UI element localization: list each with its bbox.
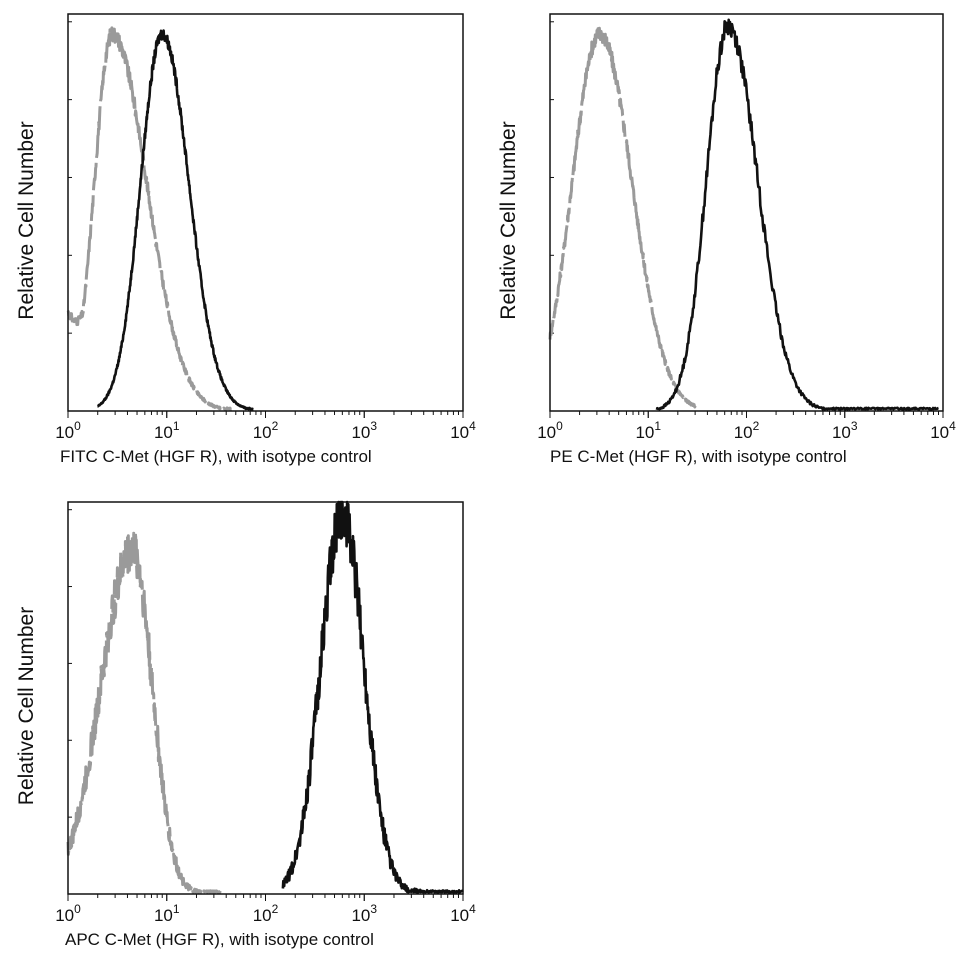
plot-frame (67, 501, 464, 895)
isotype-control-curve (548, 26, 697, 409)
x-axis-label: FITC C-Met (HGF R), with isotype control (60, 447, 372, 466)
x-tick-label: 100 (55, 902, 81, 925)
x-tick-label: 103 (832, 419, 858, 442)
x-tick-label: 101 (154, 419, 180, 442)
x-tick-label: 102 (734, 419, 760, 442)
c-met-stained-curve (96, 29, 255, 411)
x-tick-label: 101 (154, 902, 180, 925)
c-met-stained-curve (281, 500, 464, 894)
isotype-control-curve (66, 530, 222, 894)
x-tick-label: 100 (537, 419, 563, 442)
c-met-stained-curve (655, 18, 940, 411)
x-axis-label: PE C-Met (HGF R), with isotype control (550, 447, 847, 466)
y-axis-label: Relative Cell Number (497, 121, 520, 319)
plot-frame (549, 13, 944, 412)
x-tick-label: 102 (253, 419, 279, 442)
histogram-chart: 100 101 102 103 104 FITC C-Met (HGF R), with … (15, 13, 476, 466)
histogram-panel-pe: 100 101 102 103 104 PE C-Met (HGF R), with is… (480, 0, 960, 480)
x-tick-label: 103 (351, 419, 377, 442)
plot-frame (67, 13, 464, 412)
y-axis-label: Relative Cell Number (15, 607, 38, 805)
histogram-panel-apc: 100 101 102 103 104 APC C-Met (HGF R), with i… (0, 490, 480, 960)
x-tick-label: 104 (450, 419, 476, 442)
y-axis-label: Relative Cell Number (15, 121, 38, 319)
x-tick-label: 101 (635, 419, 661, 442)
x-tick-label: 100 (55, 419, 81, 442)
x-tick-label: 104 (450, 902, 476, 925)
histogram-chart: 100 101 102 103 104 PE C-Met (HGF R), with is… (497, 13, 956, 466)
x-tick-label: 103 (351, 902, 377, 925)
x-axis-label: APC C-Met (HGF R), with isotype control (65, 930, 374, 949)
histogram-panel-fitc: 100 101 102 103 104 FITC C-Met (HGF R), with … (0, 0, 480, 480)
x-tick-label: 102 (253, 902, 279, 925)
x-tick-label: 104 (930, 419, 956, 442)
histogram-chart: 100 101 102 103 104 APC C-Met (HGF R), with i… (15, 500, 476, 949)
isotype-control-curve (66, 26, 233, 411)
